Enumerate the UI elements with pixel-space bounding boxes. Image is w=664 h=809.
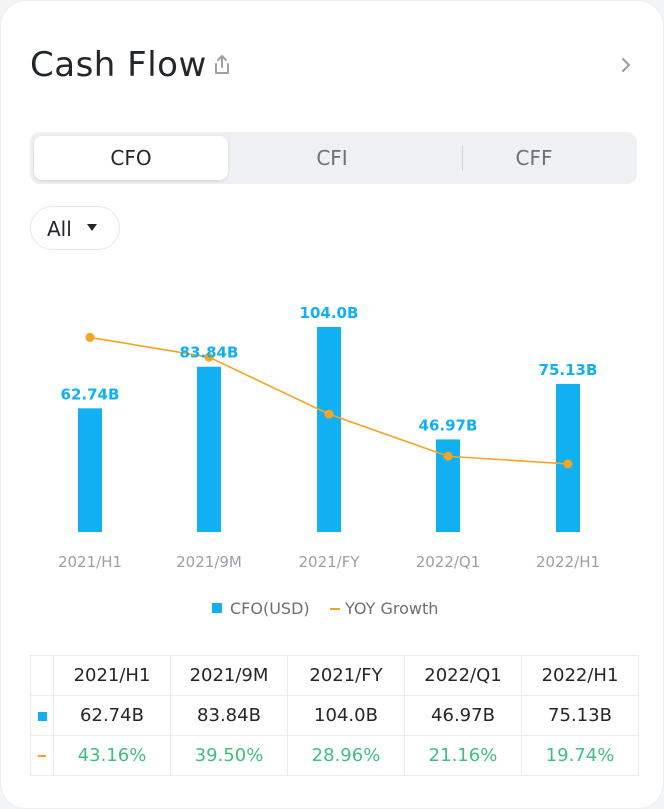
bar-data-label: 75.13B bbox=[539, 361, 598, 379]
row-marker-growth bbox=[30, 735, 54, 776]
tab-cfi[interactable]: CFI bbox=[316, 146, 348, 170]
table-cell: 39.50% bbox=[170, 735, 288, 776]
row-marker-cfo bbox=[30, 695, 54, 736]
table-cell: 28.96% bbox=[287, 735, 405, 776]
table-row-growth: 43.16% 39.50% 28.96% 21.16% 19.74% bbox=[30, 735, 639, 776]
table-header-cell: 2021/FY bbox=[287, 655, 405, 696]
line-swatch-icon bbox=[38, 755, 46, 757]
cash-flow-table: 2021/H1 2021/9M 2021/FY 2022/Q1 2022/H1 … bbox=[30, 655, 639, 776]
chart-bar bbox=[197, 366, 221, 532]
chart-bar bbox=[78, 408, 102, 532]
table-cell: 21.16% bbox=[404, 735, 522, 776]
chart-legend: CFO(USD) YOY Growth bbox=[1, 599, 664, 621]
table-cell: 43.16% bbox=[53, 735, 171, 776]
table-header-cell: 2022/H1 bbox=[521, 655, 639, 696]
table-cell: 62.74B bbox=[53, 695, 171, 736]
x-axis-tick-label: 2022/Q1 bbox=[416, 553, 481, 571]
table-cell: 104.0B bbox=[287, 695, 405, 736]
chart-bar bbox=[556, 383, 580, 532]
tab-cfo[interactable]: CFO bbox=[34, 136, 228, 180]
chart-bar bbox=[317, 327, 341, 532]
table-cell: 83.84B bbox=[170, 695, 288, 736]
yoy-growth-point bbox=[324, 409, 334, 419]
legend-bar-label: CFO(USD) bbox=[230, 599, 310, 618]
legend-bar-swatch bbox=[212, 603, 222, 613]
share-icon[interactable] bbox=[211, 53, 233, 77]
table-header-cell: 2021/9M bbox=[170, 655, 288, 696]
table-cell: 46.97B bbox=[404, 695, 522, 736]
period-filter-dropdown[interactable]: All bbox=[30, 206, 120, 250]
table-row-cfo: 62.74B 83.84B 104.0B 46.97B 75.13B bbox=[30, 695, 639, 736]
legend-line-swatch bbox=[330, 608, 340, 610]
cash-flow-type-tabs: CFO CFI CFF bbox=[30, 132, 637, 184]
table-cell: 19.74% bbox=[521, 735, 639, 776]
chevron-right-icon[interactable] bbox=[617, 53, 635, 77]
cfo-chart: 62.74B 83.84B 104.0B 46.97B 75.13B 2021/H1 202… bbox=[58, 304, 600, 571]
yoy-growth-point bbox=[563, 459, 573, 469]
bar-data-label: 83.84B bbox=[180, 344, 239, 362]
card-title: Cash Flow bbox=[30, 45, 207, 85]
table-header-row: 2021/H1 2021/9M 2021/FY 2022/Q1 2022/H1 bbox=[30, 655, 639, 696]
table-header-cell: 2021/H1 bbox=[53, 655, 171, 696]
table-header-cell: 2022/Q1 bbox=[404, 655, 522, 696]
tab-cff[interactable]: CFF bbox=[515, 146, 553, 170]
legend-line-label: YOY Growth bbox=[345, 599, 439, 618]
table-cell: 75.13B bbox=[521, 695, 639, 736]
bar-data-label: 46.97B bbox=[419, 416, 478, 434]
x-axis-tick-label: 2021/9M bbox=[176, 553, 242, 571]
table-corner-cell bbox=[30, 655, 54, 696]
bar-data-label: 62.74B bbox=[61, 385, 120, 403]
yoy-growth-point bbox=[443, 451, 453, 461]
tab-divider bbox=[462, 145, 463, 171]
bar-data-label: 104.0B bbox=[300, 304, 359, 322]
period-filter-label: All bbox=[47, 217, 72, 241]
x-axis-tick-label: 2022/H1 bbox=[536, 553, 600, 571]
x-axis-tick-label: 2021/H1 bbox=[58, 553, 122, 571]
bar-swatch-icon bbox=[37, 712, 47, 721]
x-axis-tick-label: 2021/FY bbox=[298, 553, 360, 571]
yoy-growth-point bbox=[204, 352, 214, 362]
caret-down-icon bbox=[87, 224, 97, 231]
yoy-growth-point bbox=[85, 332, 95, 342]
